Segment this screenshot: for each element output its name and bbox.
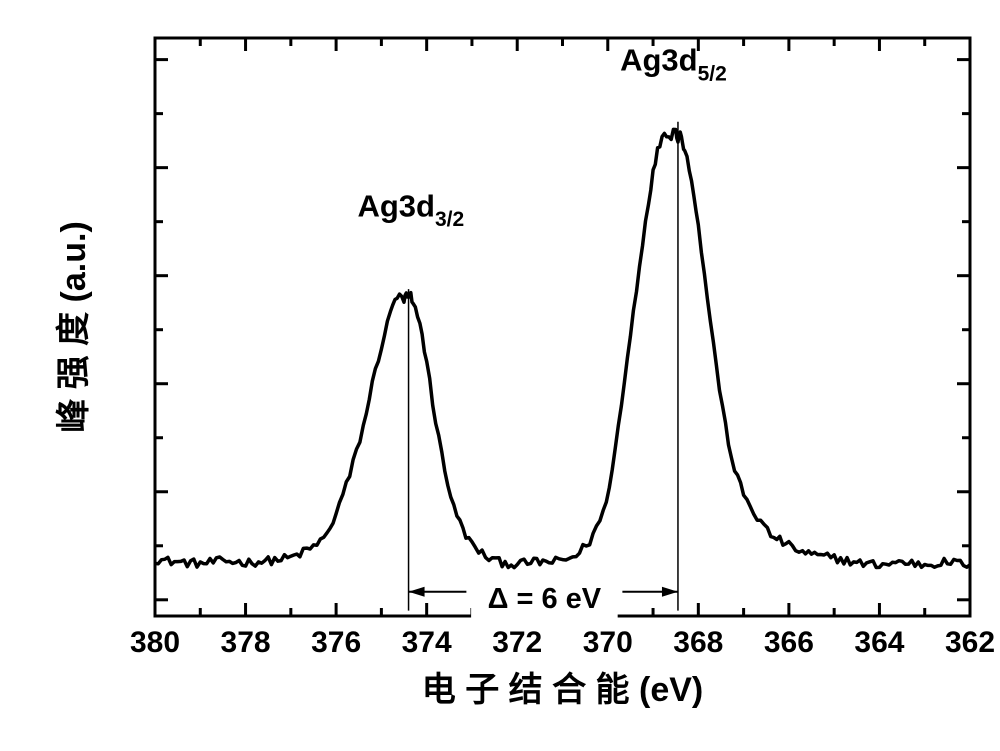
delta-arrow-head: [662, 587, 678, 597]
y-axis-title: 峰 强 度 (a.u.): [55, 221, 93, 433]
x-tick-label: 380: [130, 626, 180, 659]
peak-label-3-2: Ag3d3/2: [357, 188, 464, 231]
x-tick-label: 362: [945, 626, 995, 659]
x-axis-title: 电 子 结 合 能 (eV): [422, 671, 703, 709]
x-tick-label: 370: [583, 626, 633, 659]
plot-frame: [155, 38, 970, 616]
xps-spectrum-chart: 380 378 376 374 372 370 368 366 364 362 电 子 结 合 能 …: [0, 0, 1000, 751]
x-tick-label: 366: [764, 626, 814, 659]
delta-arrow-head: [409, 587, 425, 597]
x-tick-label: 374: [402, 626, 452, 659]
x-tick-label: 372: [492, 626, 542, 659]
delta-label: Δ = 6 eV: [488, 583, 602, 615]
spectrum-curve: [155, 129, 970, 567]
x-tick-label: 378: [221, 626, 271, 659]
x-tick-label: 368: [673, 626, 723, 659]
peak-label-5-2: Ag3d5/2: [620, 42, 727, 85]
x-tick-label: 364: [854, 626, 904, 659]
x-tick-label: 376: [311, 626, 361, 659]
